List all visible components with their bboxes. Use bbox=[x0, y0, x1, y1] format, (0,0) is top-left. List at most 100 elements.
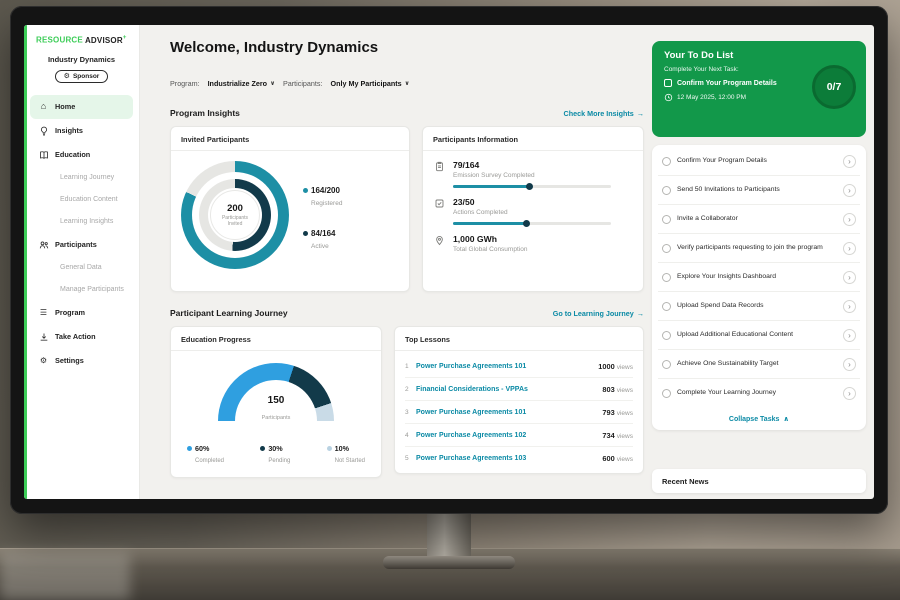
sidebar-item-label: Take Action bbox=[55, 332, 96, 342]
program-select[interactable]: Industrialize Zero ∨ bbox=[208, 79, 275, 88]
sidebar-item-take-action[interactable]: Take Action bbox=[30, 325, 133, 349]
lesson-link[interactable]: Power Purchase Agreements 101 bbox=[416, 362, 527, 370]
task-row-achieve-target[interactable]: Achieve One Sustainability Target › bbox=[658, 350, 860, 379]
sidebar-item-home[interactable]: ⌂ Home bbox=[30, 94, 133, 119]
divider bbox=[171, 350, 381, 351]
arrow-right-icon: → bbox=[636, 108, 644, 118]
task-row-upload-educational-content[interactable]: Upload Additional Educational Content › bbox=[658, 321, 860, 350]
task-row-confirm-program[interactable]: Confirm Your Program Details › bbox=[658, 147, 860, 176]
chevron-right-icon[interactable]: › bbox=[843, 154, 856, 168]
sidebar-item-general-data[interactable]: General Data bbox=[30, 257, 133, 279]
go-to-learning-journey-link[interactable]: Go to Learning Journey → bbox=[553, 309, 644, 318]
check-more-insights-link[interactable]: Check More Insights → bbox=[564, 109, 644, 118]
info-row-actions: 23/50 Actions Completed bbox=[433, 197, 633, 227]
org-name: Industry Dynamics bbox=[47, 54, 116, 64]
legend-item-not-started: 10% Not Started bbox=[326, 438, 365, 464]
sidebar-item-insights[interactable]: Insights bbox=[30, 119, 133, 143]
views-label: views bbox=[616, 456, 633, 463]
donut-legend: 164/200 Registered 84/164 Active bbox=[303, 180, 342, 250]
checkbox-icon[interactable] bbox=[662, 389, 671, 398]
checkbox-icon[interactable] bbox=[664, 79, 672, 87]
lesson-rank: 2 bbox=[405, 385, 409, 393]
brand-accent-strip bbox=[24, 25, 27, 499]
info-row-consumption: 1,000 GWh Total Global Consumption bbox=[433, 234, 633, 253]
sidebar-item-label: Program bbox=[55, 308, 86, 318]
lesson-link[interactable]: Power Purchase Agreements 101 bbox=[416, 408, 527, 416]
card-title: Top Lessons bbox=[405, 335, 451, 344]
todo-next-task: Confirm Your Program Details bbox=[664, 79, 802, 87]
legend-label: Active bbox=[311, 243, 329, 250]
sidebar-item-label: General Data bbox=[60, 264, 102, 272]
sidebar-item-education-content[interactable]: Education Content bbox=[30, 189, 133, 211]
dashboard-screen: RESOURCE ADVISOR+ Industry Dynamics ⚙ Spo… bbox=[24, 25, 874, 499]
chevron-right-icon[interactable]: › bbox=[843, 357, 856, 371]
views-value: 600 bbox=[602, 454, 615, 463]
card-title: Education Progress bbox=[181, 335, 251, 344]
task-row-complete-learning-journey[interactable]: Complete Your Learning Journey › bbox=[658, 379, 860, 408]
lesson-views: 793 views bbox=[602, 408, 633, 417]
checkbox-icon[interactable] bbox=[662, 214, 671, 224]
views-label: views bbox=[616, 363, 633, 371]
chevron-right-icon[interactable]: › bbox=[843, 183, 856, 197]
filters-row: Program: Industrialize Zero ∨ Participan… bbox=[170, 79, 410, 88]
gear-icon: ⚙ bbox=[39, 355, 48, 365]
sidebar-item-participants[interactable]: Participants bbox=[30, 233, 133, 257]
legend-item-pending: 30% Pending bbox=[260, 438, 290, 464]
checkbox-icon[interactable] bbox=[662, 301, 671, 311]
checkbox-icon[interactable] bbox=[662, 359, 671, 369]
education-progress-gauge bbox=[218, 363, 334, 421]
views-value: 734 bbox=[602, 430, 615, 440]
sidebar-item-settings[interactable]: ⚙ Settings bbox=[30, 349, 133, 373]
task-row-verify-participants[interactable]: Verify participants requesting to join t… bbox=[658, 234, 860, 263]
checkbox-icon[interactable] bbox=[662, 272, 671, 282]
sidebar-item-manage-participants[interactable]: Manage Participants bbox=[30, 279, 133, 301]
lesson-link[interactable]: Power Purchase Agreements 102 bbox=[416, 431, 527, 439]
task-row-upload-spend-data[interactable]: Upload Spend Data Records › bbox=[658, 292, 860, 321]
divider bbox=[395, 350, 643, 351]
todo-progress-value: 0/7 bbox=[826, 81, 842, 93]
divider bbox=[423, 150, 643, 151]
chevron-right-icon[interactable]: › bbox=[843, 270, 856, 284]
sidebar-item-education[interactable]: Education bbox=[30, 143, 133, 167]
task-row-invite-collaborator[interactable]: Invite a Collaborator › bbox=[658, 205, 860, 234]
participants-select[interactable]: Only My Participants ∨ bbox=[331, 79, 410, 88]
download-icon bbox=[38, 332, 49, 342]
views-value: 1000 bbox=[598, 361, 615, 371]
gauge-center: 150 Participants bbox=[181, 395, 371, 424]
legend-label: Not Started bbox=[334, 458, 365, 464]
collapse-tasks-link[interactable]: Collapse Tasks ∧ bbox=[658, 408, 860, 428]
sidebar-item-learning-insights[interactable]: Learning Insights bbox=[30, 211, 133, 233]
collapse-label: Collapse Tasks bbox=[728, 415, 780, 423]
divider bbox=[171, 150, 409, 151]
chevron-right-icon[interactable]: › bbox=[843, 328, 856, 342]
monitor-stand bbox=[427, 508, 471, 560]
task-row-send-invitations[interactable]: Send 50 Invitations to Participants › bbox=[658, 176, 860, 205]
checkbox-icon[interactable] bbox=[662, 330, 671, 340]
chevron-right-icon[interactable]: › bbox=[843, 299, 856, 313]
legend-dot-pending bbox=[260, 446, 266, 451]
arrow-right-icon: → bbox=[636, 308, 644, 318]
checkbox-icon[interactable] bbox=[662, 156, 671, 166]
task-label: Send 50 Invitations to Participants bbox=[677, 185, 780, 193]
main-content: Welcome, Industry Dynamics Program: Indu… bbox=[142, 25, 652, 499]
sidebar-item-program[interactable]: ☰ Program bbox=[30, 301, 133, 325]
sponsor-badge[interactable]: ⚙ Sponsor bbox=[54, 69, 109, 83]
chevron-right-icon[interactable]: › bbox=[843, 241, 856, 255]
legend-value: 164/200 bbox=[311, 186, 340, 195]
task-label: Verify participants requesting to join t… bbox=[677, 243, 823, 251]
chevron-right-icon[interactable]: › bbox=[843, 387, 856, 400]
lesson-link[interactable]: Financial Considerations - VPPAs bbox=[416, 385, 528, 393]
lesson-link[interactable]: Power Purchase Agreements 103 bbox=[416, 455, 527, 462]
list-icon: ☰ bbox=[39, 307, 48, 317]
task-row-explore-insights[interactable]: Explore Your Insights Dashboard › bbox=[658, 263, 860, 292]
logo-plus: + bbox=[122, 35, 127, 41]
legend-item-active: 84/164 Active bbox=[303, 223, 342, 250]
checkbox-icon[interactable] bbox=[662, 185, 671, 195]
sponsor-badge-label: Sponsor bbox=[72, 72, 100, 80]
emission-survey-progress-bar bbox=[453, 183, 611, 190]
checkbox-icon[interactable] bbox=[662, 243, 671, 253]
location-pin-icon bbox=[433, 234, 445, 253]
recent-news-card[interactable]: Recent News bbox=[652, 469, 866, 493]
chevron-right-icon[interactable]: › bbox=[843, 212, 856, 226]
sidebar-item-learning-journey[interactable]: Learning Journey bbox=[30, 167, 133, 189]
